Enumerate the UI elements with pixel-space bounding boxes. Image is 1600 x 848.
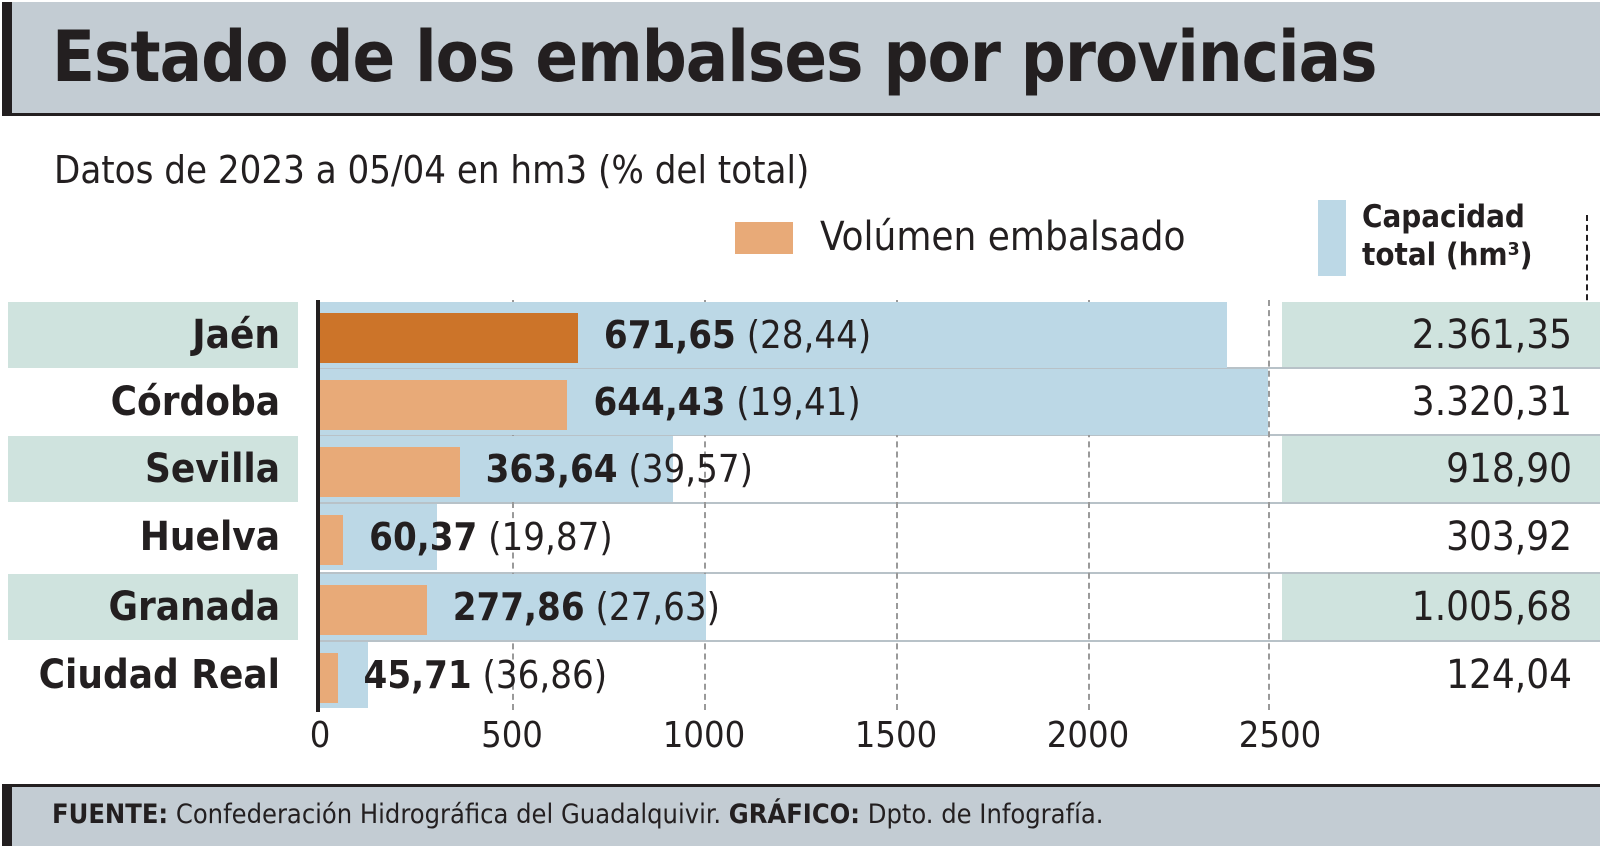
footer-credit: Dpto. de Infografía. [867,799,1104,830]
category-label: Huelva [139,514,280,560]
row-separator [318,640,1600,642]
row-band-right [1282,574,1600,640]
volume-value: 644,43 [593,380,726,424]
x-tick-label: 500 [481,715,543,756]
volume-bar [320,380,568,430]
x-tick-label: 0 [309,715,331,756]
percent-value: (36,86) [482,653,608,697]
value-label: 277,86 (27,63) [453,574,720,640]
value-label: 671,65 (28,44) [604,302,871,368]
capacity-label: 124,04 [1446,652,1572,698]
value-label: 363,64 (39,57) [486,436,753,502]
value-label: 45,71 (36,86) [364,642,608,708]
percent-value: (39,57) [628,447,753,491]
x-tick-label: 2500 [1238,715,1322,756]
volume-bar [320,447,460,497]
value-label: 60,37 (19,87) [369,504,613,570]
volume-bar [320,313,578,363]
legend-label-volume: Volúmen embalsado [820,214,1186,260]
gridline [1088,300,1090,710]
x-tick-label: 1000 [662,715,746,756]
gridline [896,300,898,710]
percent-value: (27,63) [595,585,721,629]
footer-source: Confederación Hidrográfica del Guadalqui… [175,799,722,830]
chart-title: Estado de los embalses por provincias [52,16,1378,98]
gridline [704,300,706,710]
capacity-label: 3.320,31 [1411,379,1572,425]
legend-label-capacity: Capacidad total (hm³) [1362,198,1533,274]
row-separator [318,434,1600,436]
category-label: Ciudad Real [38,652,280,698]
volume-bar [320,653,338,703]
volume-bar [320,585,427,635]
x-tick-label: 1500 [854,715,938,756]
row-band-right [1282,302,1600,368]
footer: FUENTE: Confederación Hidrográfica del G… [2,784,1600,846]
legend-swatch-capacity [1318,200,1346,276]
row-separator [318,572,1600,574]
volume-value: 363,64 [485,447,618,491]
footer-source-label: FUENTE: [52,799,169,830]
row-separator [318,367,1600,369]
x-tick-label: 2000 [1046,715,1130,756]
capacity-label: 1.005,68 [1411,584,1572,630]
gridline [512,300,514,710]
capacity-label: 2.361,35 [1411,312,1572,358]
volume-bar [320,515,344,565]
volume-value: 45,71 [363,653,472,697]
footer-credit-label: GRÁFICO: [728,799,861,830]
row-band-right [1282,436,1600,502]
category-label: Jaén [8,302,298,368]
percent-value: (19,87) [488,515,613,559]
value-label: 644,43 (19,41) [593,369,860,435]
axis-line [316,300,320,712]
percent-value: (19,41) [736,380,861,424]
legend-capacity-line1: Capacidad [1362,199,1525,235]
volume-value: 60,37 [369,515,478,559]
title-band: Estado de los embalses por provincias [2,2,1600,116]
category-label: Córdoba [110,379,280,425]
percent-value: (28,44) [746,313,872,357]
row-separator [318,502,1600,504]
volume-value: 277,86 [452,585,585,629]
capacity-label: 303,92 [1446,514,1572,560]
category-label: Sevilla [8,436,298,502]
volume-value: 671,65 [603,313,736,357]
chart-subtitle: Datos de 2023 a 05/04 en hm3 (% del tota… [54,148,810,192]
legend-swatch-volume [735,222,793,254]
gridline [1268,300,1271,710]
dotted-leader [1586,215,1588,330]
legend-capacity-line2: total (hm³) [1362,237,1533,273]
capacity-label: 918,90 [1446,446,1572,492]
category-label: Granada [8,574,298,640]
